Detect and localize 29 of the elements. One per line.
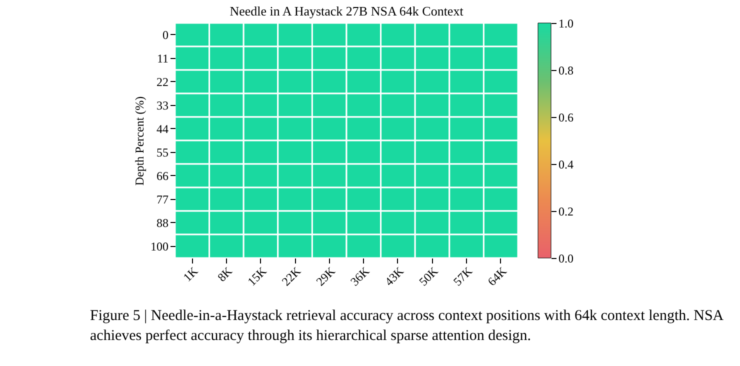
x-tick-label: 50K [416, 264, 441, 289]
y-axis-title: Depth Percent (%) [132, 96, 146, 186]
caption: Figure 5 | Needle-in-a-Haystack retrieval accuracy across context positions with 64k context length. NSA achieves perfect accuracy through its hierarchical sparse attention design. [90, 308, 724, 344]
x-tick-label: 64K [484, 264, 510, 289]
color-bar-label: 0.2 [558, 204, 574, 218]
y-tick-label: 88 [156, 216, 168, 230]
x-tick-label: 1K [180, 264, 201, 284]
color-bar-label: 0.8 [558, 64, 574, 78]
x-tick-label: 36K [348, 264, 372, 289]
x-tick-label: 15K [244, 264, 270, 289]
y-tick-label: 0 [162, 28, 168, 42]
y-tick-label: 77 [156, 192, 168, 206]
y-tick-label: 55 [156, 145, 168, 160]
y-tick-label: 66 [156, 168, 168, 183]
x-tick-label: 57K [450, 264, 476, 289]
y-tick-label: 33 [156, 98, 168, 112]
y-tick-label: 11 [156, 51, 168, 66]
y-tick-label: 44 [156, 122, 168, 136]
chart-title: Needle in A Haystack 27B NSA 64k Context [230, 3, 464, 18]
x-tick-label: 29K [313, 264, 338, 289]
x-tick-label: 8K [214, 264, 236, 284]
x-tick-label: 22K [279, 264, 304, 289]
y-tick-label: 100 [150, 239, 168, 254]
color-bar-label: 0.6 [558, 110, 574, 124]
color-bar-label: 0.4 [558, 158, 574, 172]
y-tick-label: 22 [156, 74, 168, 89]
x-tick-label: 43K [382, 264, 407, 289]
color-bar-label: 1.0 [558, 16, 574, 30]
color-bar-label: 0.0 [558, 252, 574, 266]
